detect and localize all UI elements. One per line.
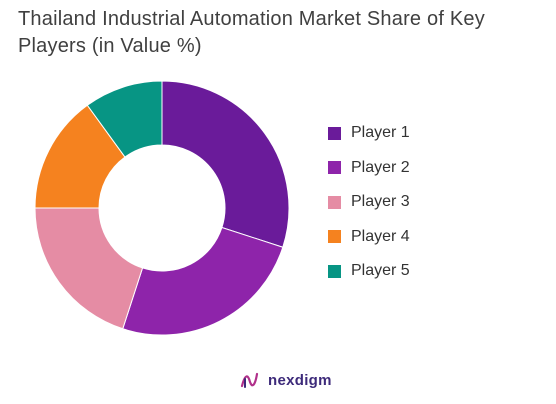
donut-slice-3 bbox=[34, 207, 144, 330]
brand-footer: nexdigm bbox=[240, 370, 332, 390]
legend-item-2: Player 2 bbox=[328, 151, 410, 186]
legend-swatch-3 bbox=[328, 195, 341, 209]
nexdigm-logo-icon bbox=[240, 372, 259, 388]
legend-swatch-5 bbox=[328, 264, 341, 278]
chart-legend: Player 1 Player 2 Player 3 Player 4 Player 5 bbox=[328, 116, 410, 289]
donut-slice-5 bbox=[86, 80, 163, 158]
legend-swatch-2 bbox=[328, 161, 341, 175]
donut-slice-1 bbox=[161, 80, 290, 248]
legend-item-5: Player 5 bbox=[328, 254, 410, 289]
legend-swatch-1 bbox=[328, 126, 341, 140]
brand-name: nexdigm bbox=[268, 371, 332, 389]
legend-item-4: Player 4 bbox=[328, 220, 410, 255]
legend-swatch-4 bbox=[328, 230, 341, 244]
legend-label-4: Player 4 bbox=[351, 227, 410, 245]
chart-title: Thailand Industrial Automation Market Sh… bbox=[18, 8, 485, 57]
legend-label-5: Player 5 bbox=[351, 262, 410, 280]
legend-label-2: Player 2 bbox=[351, 158, 410, 176]
legend-item-3: Player 3 bbox=[328, 185, 410, 220]
legend-label-1: Player 1 bbox=[351, 124, 410, 142]
legend-label-3: Player 3 bbox=[351, 193, 410, 211]
legend-item-1: Player 1 bbox=[328, 116, 410, 151]
donut-slice-2 bbox=[122, 226, 284, 336]
